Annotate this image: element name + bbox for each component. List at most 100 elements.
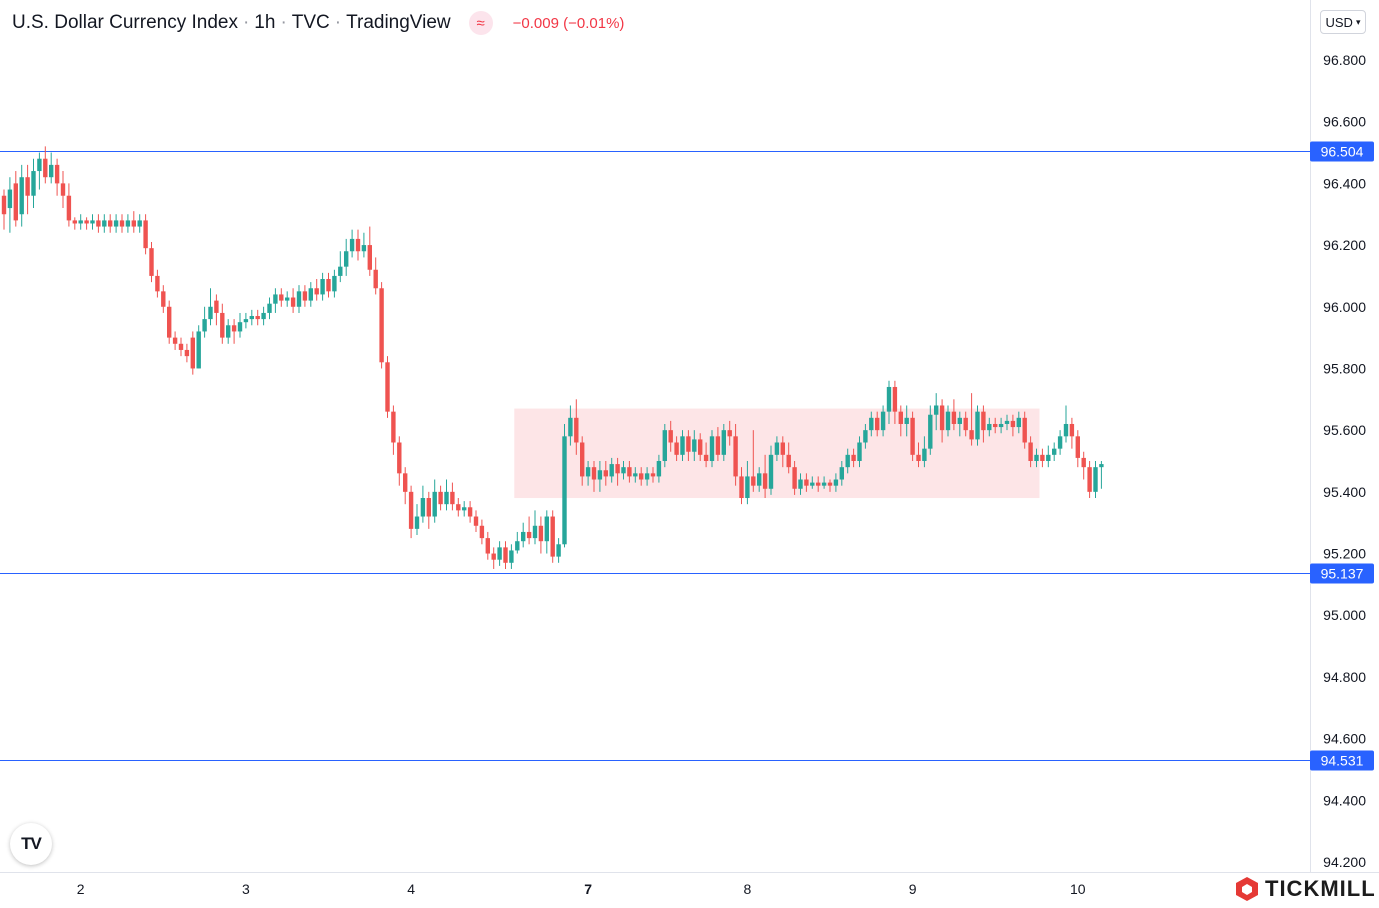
y-tick-label: 94.400 [1323,792,1366,808]
candle-up [1052,448,1057,455]
candle-down [391,411,396,443]
candle-down [13,183,18,221]
candle-up [532,525,538,539]
candle-down [184,349,190,357]
candle-down [190,337,195,369]
candle-down [220,312,225,338]
candle-up [208,306,213,320]
candle-up [202,319,207,332]
candle-down [792,467,797,489]
candle-down [108,220,113,227]
candle-down [939,405,945,431]
candle-down [727,430,732,437]
candle-up [1034,454,1039,461]
candle-down [615,464,620,474]
candle-up [562,436,567,545]
candle-down [762,473,768,489]
y-tick-label: 96.000 [1323,299,1366,315]
candle-up [338,266,343,276]
candle-down [591,467,597,480]
candle-up [1016,417,1021,428]
wave-icon[interactable]: ≈ [468,11,493,35]
y-tick-label: 95.200 [1323,546,1366,562]
candle-up [462,507,467,511]
candle-up [597,470,603,480]
candle-up [261,312,266,320]
candle-up [19,177,24,215]
candle-up [196,331,201,369]
y-tick-label: 96.400 [1323,175,1366,191]
candle-up [7,189,13,209]
y-tick-label: 95.400 [1323,484,1366,500]
horizontal-levels[interactable]: 96.504 95.137 94.531 [0,141,1374,771]
symbol-name[interactable]: U.S. Dollar Currency Index [12,12,238,33]
candle-down [438,491,443,505]
level-price-label: 95.137 [1321,566,1364,582]
candle-up [904,417,909,424]
separator-dot: · [280,12,287,33]
level-price-label-bg [1310,141,1374,162]
candle-down [172,337,178,344]
candle-down [149,248,154,276]
candle-down [167,306,172,338]
candle-up [609,464,614,477]
candle-down [910,417,915,455]
candle-down [491,553,496,560]
candle-up [420,498,426,517]
candle-down [1010,420,1016,428]
candle-down [355,238,361,252]
candle-down [698,439,703,455]
candle-up [745,476,750,499]
candles [1,146,1104,569]
axes: 96.800 96.600 96.400 96.200 96.000 95.800 95.6… [77,52,1366,897]
tradingview-logo-icon[interactable]: TV [10,823,52,865]
candle-down [550,516,555,557]
candle-up [1093,467,1098,492]
candle-down [84,220,89,224]
candle-up [226,325,231,338]
separator-dot: · [242,12,250,33]
candle-down [816,482,821,486]
candle-down [326,279,331,292]
candle-up [945,411,951,431]
candle-down [397,442,402,474]
level-price-label-bg [1310,563,1374,584]
candle-down [780,442,785,455]
candle-down [96,220,101,227]
candle-down [290,297,296,307]
candle-up [102,220,107,227]
candle-down [993,423,998,428]
candle-up [1046,454,1051,461]
candle-down [255,316,260,320]
candle-down [373,269,378,289]
candle-down [526,531,532,539]
interval-label[interactable]: 1h [254,12,276,33]
candle-up [1057,436,1063,449]
candle-down [178,343,184,350]
candle-up [810,482,815,486]
candle-down [951,411,957,424]
candle-down [1040,454,1045,461]
candle-down [456,504,461,511]
candle-down [450,491,455,505]
candle-down [60,183,66,196]
candle-up [90,220,95,224]
candle-up [680,436,685,455]
candle-up [774,442,780,455]
candle-up [556,544,561,557]
candle-down [574,417,579,443]
currency-selector[interactable]: USD ▾ [1320,10,1366,34]
candle-down [161,291,166,307]
candle-down [751,476,756,486]
candle-down [25,177,30,196]
candle-down [603,470,608,477]
candle-down [473,516,479,526]
candle-up [880,411,886,431]
candle-up [320,279,325,295]
candle-up [845,454,850,468]
candle-down [131,220,136,227]
candle-down [1087,467,1092,492]
candle-down [580,442,585,477]
candle-down [916,454,921,461]
